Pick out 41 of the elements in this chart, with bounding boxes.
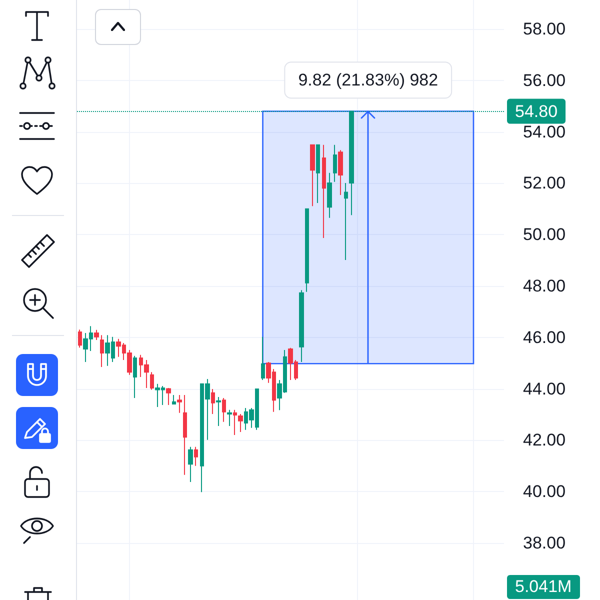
y-tick-label: 54.00 — [523, 122, 566, 142]
candlestick — [327, 172, 332, 218]
y-tick-label: 38.00 — [523, 533, 566, 552]
ref-line-label: 54.80 — [515, 102, 558, 121]
candlestick — [338, 150, 343, 196]
candlestick — [177, 394, 182, 414]
y-tick-label: 52.00 — [523, 174, 566, 193]
candlestick — [188, 446, 193, 483]
band-label: 9.82 (21.83%) 982 — [298, 70, 438, 90]
y-tick-label: 42.00 — [523, 430, 566, 450]
candlestick — [333, 144, 337, 182]
candlestick — [194, 446, 198, 466]
y-tick-label: 46.00 — [523, 328, 566, 347]
candlestick — [322, 144, 326, 238]
y-tick-label: 58.00 — [523, 20, 566, 39]
candlestick — [316, 144, 320, 204]
candlestick — [183, 394, 187, 476]
candlestick — [94, 329, 99, 340]
candlestick — [100, 334, 104, 368]
candlestick — [261, 336, 265, 381]
y-tick-label: 40.00 — [523, 482, 566, 502]
y-tick-label: 48.00 — [523, 276, 566, 296]
y-tick-label: 56.00 — [523, 70, 566, 90]
candlestick — [150, 372, 154, 390]
candlestick — [299, 290, 304, 363]
candlestick — [78, 329, 82, 348]
candlestick — [216, 396, 221, 427]
candlestick — [344, 182, 348, 261]
candlestick — [310, 144, 315, 207]
y-tick-label: 50.00 — [523, 225, 566, 244]
candlestick — [166, 388, 171, 406]
candlestick — [222, 398, 226, 422]
text: 5.041M — [507, 575, 580, 599]
candlestick — [211, 388, 215, 414]
candlestick — [305, 208, 309, 292]
candlestick — [227, 409, 232, 427]
candlestick — [233, 409, 237, 436]
y-tick-label: 44.00 — [523, 379, 566, 398]
candlestick — [238, 413, 243, 432]
candlestick — [133, 355, 137, 399]
candlestick — [172, 394, 176, 404]
